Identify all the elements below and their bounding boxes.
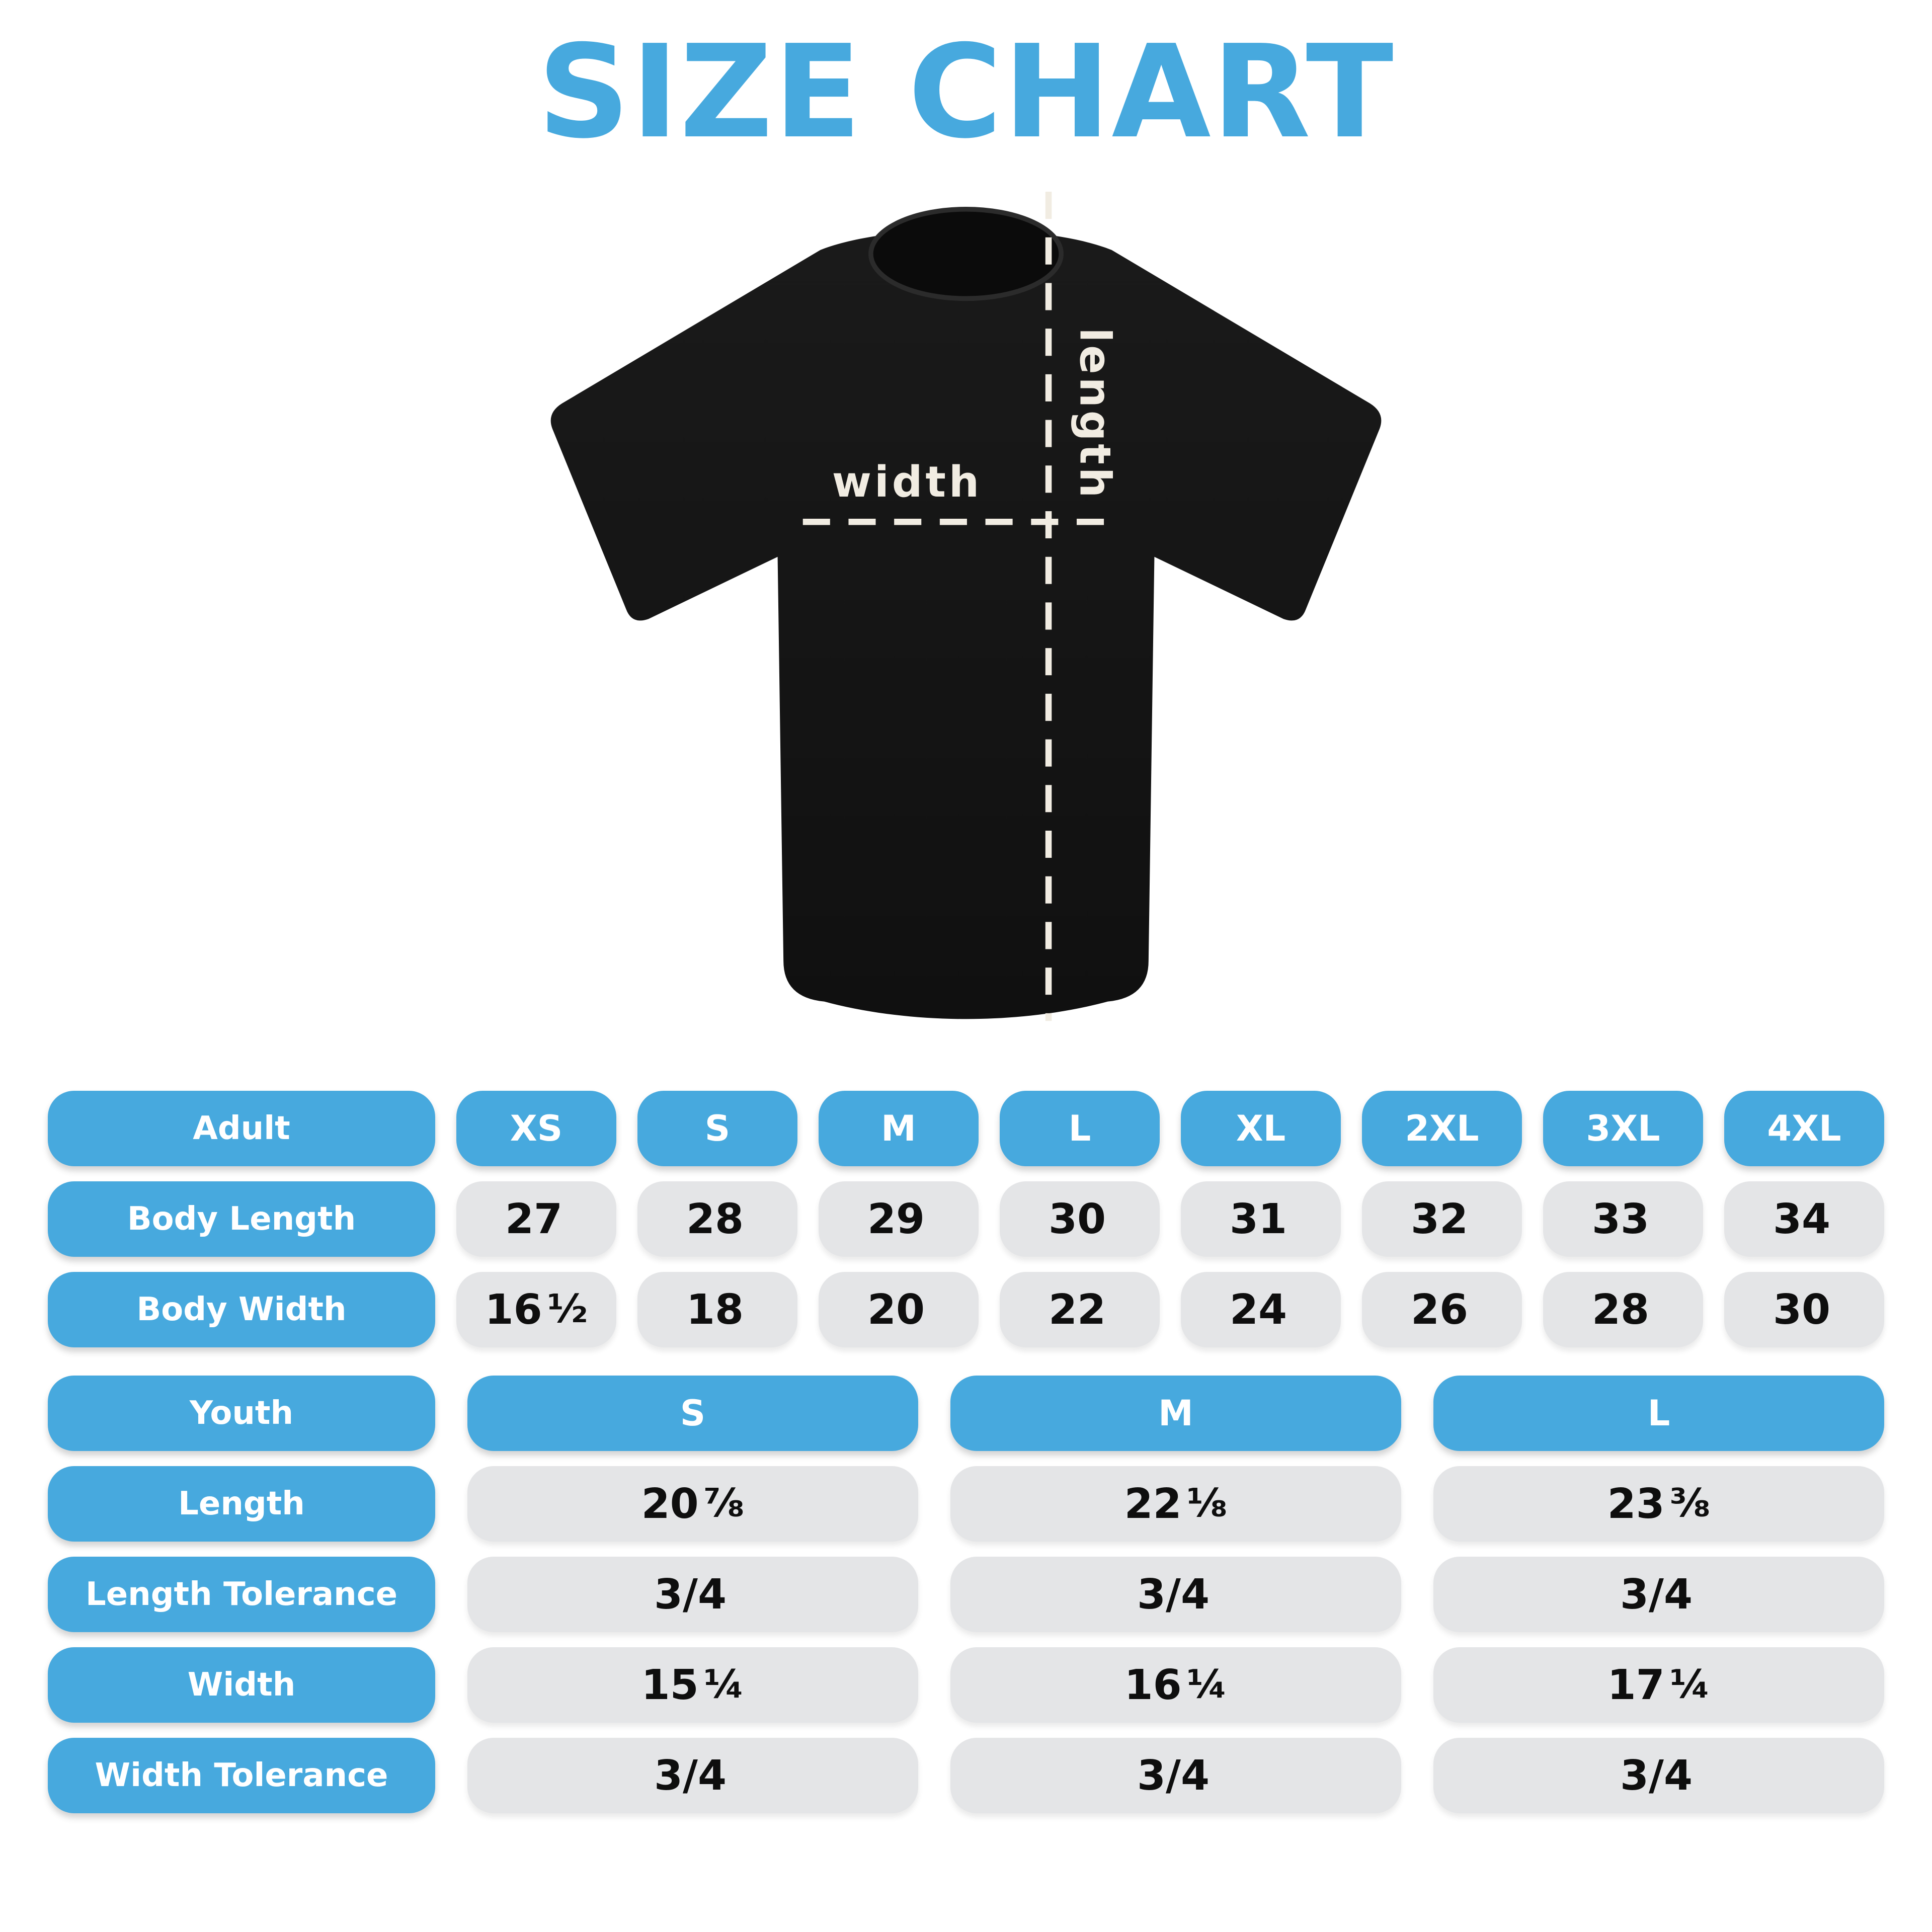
body-length-3xl: 33	[1543, 1181, 1703, 1257]
youth-size-m: M	[950, 1376, 1401, 1452]
body-width-l: 22	[1000, 1272, 1160, 1348]
tshirt-silhouette	[550, 229, 1382, 1019]
row-label-width: Width	[48, 1647, 435, 1723]
youth-size-l: L	[1433, 1376, 1884, 1452]
adult-size-m: M	[819, 1091, 979, 1167]
youth-size-table: Youth S M L Length 20 ⅞ 22 ⅛ 23 ⅜ Length To…	[48, 1376, 1884, 1814]
youth-width-m: 16 ¼	[950, 1647, 1401, 1723]
adult-size-4xl: 4XL	[1724, 1091, 1884, 1167]
cell-value: 32	[1410, 1195, 1469, 1243]
cell-value: 33	[1591, 1195, 1650, 1243]
adult-size-table: Adult XS S M L XL 2XL 3XL 4XL Body Lengt…	[48, 1091, 1884, 1348]
cell-fraction: ⅜	[1669, 1481, 1711, 1526]
youth-length-m: 22 ⅛	[950, 1466, 1401, 1542]
row-label-width-tolerance: Width Tolerance	[48, 1738, 435, 1814]
tshirt-diagram: width length	[550, 192, 1382, 1021]
row-label-length: Length	[48, 1466, 435, 1542]
cell-value: 22	[1124, 1480, 1182, 1528]
youth-width-tolerance-l: 3/4	[1433, 1738, 1884, 1814]
adult-size-s: S	[637, 1091, 797, 1167]
cell-fraction: ⅛	[1186, 1481, 1228, 1526]
youth-length-tolerance-m: 3/4	[950, 1557, 1401, 1633]
cell-value: 18	[686, 1285, 744, 1334]
cell-value: 3/4	[1137, 1570, 1210, 1619]
body-width-s: 18	[637, 1272, 797, 1348]
body-length-xs: 27	[456, 1181, 616, 1257]
row-label-body-width: Body Width	[48, 1272, 435, 1348]
tshirt-collar	[868, 207, 1064, 301]
cell-fraction: ¼	[703, 1662, 745, 1708]
cell-value: 16	[1124, 1661, 1182, 1709]
body-length-s: 28	[637, 1181, 797, 1257]
cell-value: 16	[485, 1285, 542, 1334]
adult-header-label: Adult	[48, 1091, 435, 1167]
adult-size-l: L	[1000, 1091, 1160, 1167]
cell-value: 28	[686, 1195, 744, 1243]
cell-fraction: ¼	[1669, 1662, 1711, 1708]
cell-value: 26	[1410, 1285, 1469, 1334]
youth-header-label: Youth	[48, 1376, 435, 1452]
cell-value: 3/4	[654, 1570, 727, 1619]
cell-fraction: ½	[547, 1286, 588, 1332]
youth-length-l: 23 ⅜	[1433, 1466, 1884, 1542]
adult-size-3xl: 3XL	[1543, 1091, 1703, 1167]
adult-size-xs: XS	[456, 1091, 616, 1167]
cell-value: 34	[1773, 1195, 1831, 1243]
cell-value: 17	[1607, 1661, 1665, 1709]
body-width-4xl: 30	[1724, 1272, 1884, 1348]
cell-value: 15	[641, 1661, 699, 1709]
youth-width-tolerance-m: 3/4	[950, 1738, 1401, 1814]
cell-value: 22	[1048, 1285, 1106, 1334]
body-length-2xl: 32	[1362, 1181, 1522, 1257]
cell-value: 24	[1229, 1285, 1287, 1334]
youth-length-s: 20 ⅞	[467, 1466, 918, 1542]
adult-size-xl: XL	[1181, 1091, 1341, 1167]
row-label-length-tolerance: Length Tolerance	[48, 1557, 435, 1633]
youth-length-tolerance-s: 3/4	[467, 1557, 918, 1633]
cell-value: 23	[1607, 1480, 1665, 1528]
cell-value: 28	[1591, 1285, 1650, 1334]
cell-value: 29	[867, 1195, 925, 1243]
body-width-xl: 24	[1181, 1272, 1341, 1348]
cell-value: 30	[1048, 1195, 1106, 1243]
youth-width-s: 15 ¼	[467, 1647, 918, 1723]
youth-size-s: S	[467, 1376, 918, 1452]
cell-value: 27	[505, 1195, 563, 1243]
cell-value: 31	[1229, 1195, 1287, 1243]
body-length-m: 29	[819, 1181, 979, 1257]
youth-width-tolerance-s: 3/4	[467, 1738, 918, 1814]
cell-value: 3/4	[1137, 1751, 1210, 1800]
row-label-body-length: Body Length	[48, 1181, 435, 1257]
body-width-2xl: 26	[1362, 1272, 1522, 1348]
body-length-xl: 31	[1181, 1181, 1341, 1257]
length-label: length	[1070, 328, 1120, 501]
page-title: SIZE CHART	[537, 18, 1395, 167]
body-width-m: 20	[819, 1272, 979, 1348]
cell-value: 20	[867, 1285, 925, 1334]
body-width-xs: 16 ½	[456, 1272, 616, 1348]
cell-value: 3/4	[1620, 1570, 1693, 1619]
youth-width-l: 17 ¼	[1433, 1647, 1884, 1723]
body-width-3xl: 28	[1543, 1272, 1703, 1348]
cell-value: 20	[641, 1480, 699, 1528]
cell-fraction: ¼	[1186, 1662, 1228, 1708]
body-length-l: 30	[1000, 1181, 1160, 1257]
cell-value: 3/4	[1620, 1751, 1693, 1800]
youth-length-tolerance-l: 3/4	[1433, 1557, 1884, 1633]
width-label: width	[832, 457, 982, 507]
cell-value: 3/4	[654, 1751, 727, 1800]
cell-fraction: ⅞	[703, 1481, 745, 1526]
size-tables: Adult XS S M L XL 2XL 3XL 4XL Body Lengt…	[48, 1091, 1884, 1814]
cell-value: 30	[1773, 1285, 1831, 1334]
body-length-4xl: 34	[1724, 1181, 1884, 1257]
adult-size-2xl: 2XL	[1362, 1091, 1522, 1167]
